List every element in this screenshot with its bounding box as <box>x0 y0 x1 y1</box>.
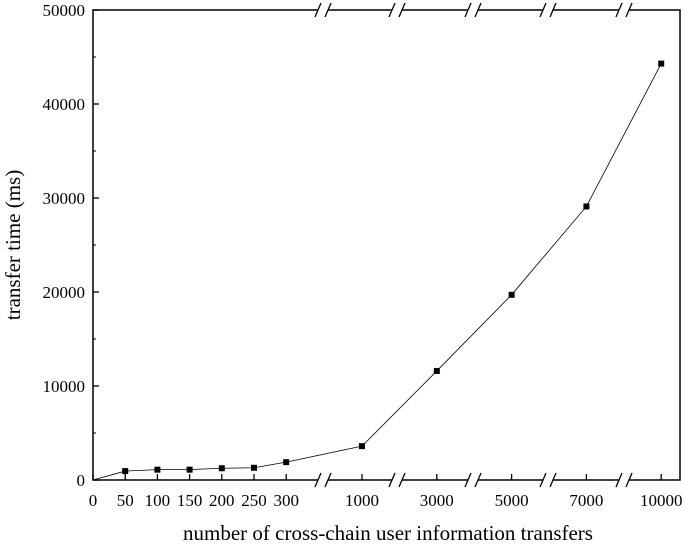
data-marker <box>186 466 193 473</box>
axis-break-mark <box>549 2 557 18</box>
x-tick-label: 7000 <box>569 491 603 510</box>
plot-frame <box>92 9 681 481</box>
data-marker <box>122 468 129 475</box>
axis-break-gap <box>543 7 553 13</box>
data-marker <box>359 443 365 450</box>
x-tick-label: 300 <box>273 491 299 510</box>
data-marker <box>154 466 161 473</box>
axis-break-gap <box>392 7 402 13</box>
x-tick-label: 100 <box>145 491 171 510</box>
axis-break-mark <box>474 472 482 488</box>
data-marker <box>218 465 225 472</box>
data-marker <box>433 367 440 374</box>
y-axis-title: transfer time (ms) <box>1 170 25 320</box>
axis-break-gap <box>318 477 328 483</box>
x-tick-label: 3000 <box>420 491 454 510</box>
x-tick-label: 1000 <box>345 491 379 510</box>
x-tick-label: 5000 <box>495 491 529 510</box>
axis-break-mark <box>388 472 396 488</box>
axis-break-mark <box>314 472 322 488</box>
axis-break-mark <box>464 472 472 488</box>
data-marker <box>508 291 515 298</box>
axis-break-gap <box>619 7 629 13</box>
x-tick-label: 10000 <box>640 491 683 510</box>
y-tick-label: 40000 <box>43 95 86 114</box>
x-tick-label: 50 <box>117 491 134 510</box>
axis-break-mark <box>625 472 633 488</box>
axis-break-gap <box>392 477 402 483</box>
axis-break-gap <box>543 477 553 483</box>
axis-break-gap <box>619 477 629 483</box>
data-marker <box>283 459 290 466</box>
y-tick-label: 0 <box>77 471 86 490</box>
axis-break-gap <box>318 7 328 13</box>
axis-break-gap <box>468 477 478 483</box>
axis-break-mark <box>398 2 406 18</box>
axis-break-mark <box>388 2 396 18</box>
data-marker <box>658 60 665 67</box>
y-tick-label: 30000 <box>43 189 86 208</box>
axis-break-mark <box>464 2 472 18</box>
y-tick-label: 50000 <box>43 1 86 20</box>
axis-break-mark <box>539 472 547 488</box>
axis-break-mark <box>314 2 322 18</box>
axis-break-mark <box>398 472 406 488</box>
data-marker <box>583 203 590 210</box>
axis-break-mark <box>324 472 332 488</box>
axis-break-mark <box>625 2 633 18</box>
y-tick-label: 20000 <box>43 283 86 302</box>
axis-break-mark <box>549 472 557 488</box>
axis-break-mark <box>615 472 623 488</box>
x-tick-label: 0 <box>89 491 98 510</box>
axis-break-mark <box>539 2 547 18</box>
y-tick-label: 10000 <box>43 377 86 396</box>
x-axis-title: number of cross-chain user information t… <box>183 521 593 545</box>
data-line <box>92 63 662 481</box>
axis-break-gap <box>468 7 478 13</box>
x-tick-label: 250 <box>241 491 267 510</box>
axis-break-mark <box>324 2 332 18</box>
data-marker <box>251 464 257 471</box>
axis-break-mark <box>615 2 623 18</box>
x-tick-label: 150 <box>177 491 203 510</box>
axis-break-mark <box>474 2 482 18</box>
x-tick-label: 200 <box>209 491 235 510</box>
